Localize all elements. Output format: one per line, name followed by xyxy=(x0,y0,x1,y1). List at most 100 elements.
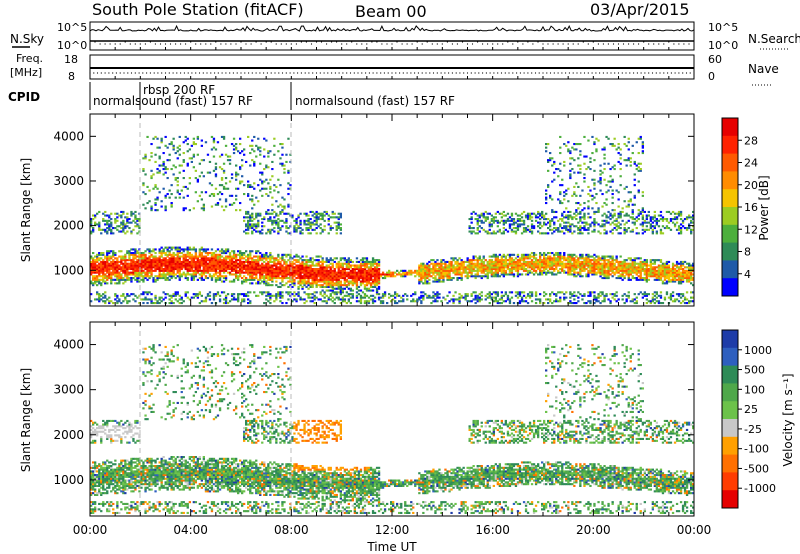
power-cell xyxy=(345,280,349,283)
power-cell xyxy=(329,280,332,283)
power-cell xyxy=(104,280,107,283)
power-cell xyxy=(275,271,278,274)
power-cell xyxy=(116,282,119,285)
power-cell xyxy=(315,259,318,262)
power-cell xyxy=(190,262,194,265)
power-cell xyxy=(253,164,256,167)
power-cell xyxy=(436,259,439,262)
power-cell xyxy=(253,255,256,258)
power-cell xyxy=(361,291,365,294)
power-cell xyxy=(514,232,518,235)
power-cell xyxy=(198,255,202,258)
power-cell xyxy=(317,259,320,262)
power-cell xyxy=(271,275,274,278)
power-cell xyxy=(325,275,328,278)
nave-dot xyxy=(474,72,476,74)
power-cell xyxy=(543,260,546,263)
power-cell xyxy=(239,273,242,276)
power-cell xyxy=(275,284,278,287)
power-cell xyxy=(309,296,312,299)
power-cell xyxy=(496,293,500,296)
power-cell xyxy=(504,300,508,303)
power-cell xyxy=(224,144,228,147)
power-cell xyxy=(134,225,137,228)
power-cell xyxy=(559,223,562,226)
power-cell xyxy=(245,269,248,272)
nave-dot xyxy=(678,72,680,74)
power-cell xyxy=(265,268,268,271)
power-cell xyxy=(214,260,218,263)
nsearch-dot xyxy=(225,43,227,45)
nsearch-dot xyxy=(683,43,685,45)
power-cell xyxy=(110,282,113,285)
power-cell xyxy=(510,260,514,263)
nsearch-dot xyxy=(235,43,237,45)
power-cell xyxy=(120,259,123,262)
power-cell xyxy=(154,185,157,188)
power-cell xyxy=(293,268,296,271)
power-cell xyxy=(206,266,210,269)
power-cell xyxy=(309,223,312,226)
nsearch-dot xyxy=(250,43,252,45)
power-cell xyxy=(335,228,338,231)
power-cell xyxy=(237,293,240,296)
power-cell xyxy=(337,216,340,219)
power-cell xyxy=(174,178,177,181)
power-cell xyxy=(347,293,351,296)
power-cell xyxy=(446,260,449,263)
power-cell xyxy=(567,148,570,151)
power-cell xyxy=(526,294,530,297)
nave-dot xyxy=(617,72,620,74)
power-cell xyxy=(120,257,123,260)
power-cell xyxy=(359,277,363,280)
power-cell xyxy=(90,273,93,276)
power-cell xyxy=(482,257,485,260)
power-cell xyxy=(571,262,574,265)
power-cell xyxy=(190,277,194,280)
power-cell xyxy=(267,277,270,280)
power-cell xyxy=(118,271,121,274)
power-cell xyxy=(526,225,530,228)
power-cell xyxy=(261,275,264,278)
power-cell xyxy=(120,268,123,271)
power-cell xyxy=(547,232,550,235)
power-cell xyxy=(257,262,260,265)
power-cell xyxy=(325,266,328,269)
power-cell xyxy=(470,300,473,303)
power-cell xyxy=(309,275,312,278)
power-cell xyxy=(116,225,119,228)
power-cell xyxy=(553,259,556,262)
nsky-line xyxy=(89,24,695,32)
nave-dot xyxy=(217,72,219,74)
power-cell xyxy=(132,257,135,260)
power-cell xyxy=(331,259,334,262)
power-cell xyxy=(406,298,409,301)
nsearch-dot xyxy=(617,43,620,45)
power-cell xyxy=(251,212,254,215)
power-cell xyxy=(333,216,336,219)
power-cell xyxy=(367,271,371,274)
power-cell xyxy=(289,232,292,235)
nsearch-dot xyxy=(633,43,635,45)
power-cell xyxy=(172,164,175,167)
power-cell xyxy=(200,198,204,201)
power-cell xyxy=(172,268,175,271)
nave-dot xyxy=(142,72,144,74)
power-cell xyxy=(285,268,288,271)
power-cell xyxy=(239,250,242,253)
power-cell xyxy=(520,232,524,235)
power-cell xyxy=(446,273,449,276)
power-cell xyxy=(428,269,431,272)
power-cell xyxy=(267,209,270,212)
power-cell xyxy=(285,262,288,265)
power-cell xyxy=(184,291,187,294)
power-cell xyxy=(287,268,290,271)
power-cell xyxy=(532,253,536,256)
power-cell xyxy=(325,278,328,281)
power-cell xyxy=(164,209,167,212)
power-cell xyxy=(166,253,169,256)
power-cell xyxy=(349,296,353,299)
power-cell xyxy=(218,275,222,278)
power-cell xyxy=(462,269,465,272)
power-cell xyxy=(220,205,224,208)
